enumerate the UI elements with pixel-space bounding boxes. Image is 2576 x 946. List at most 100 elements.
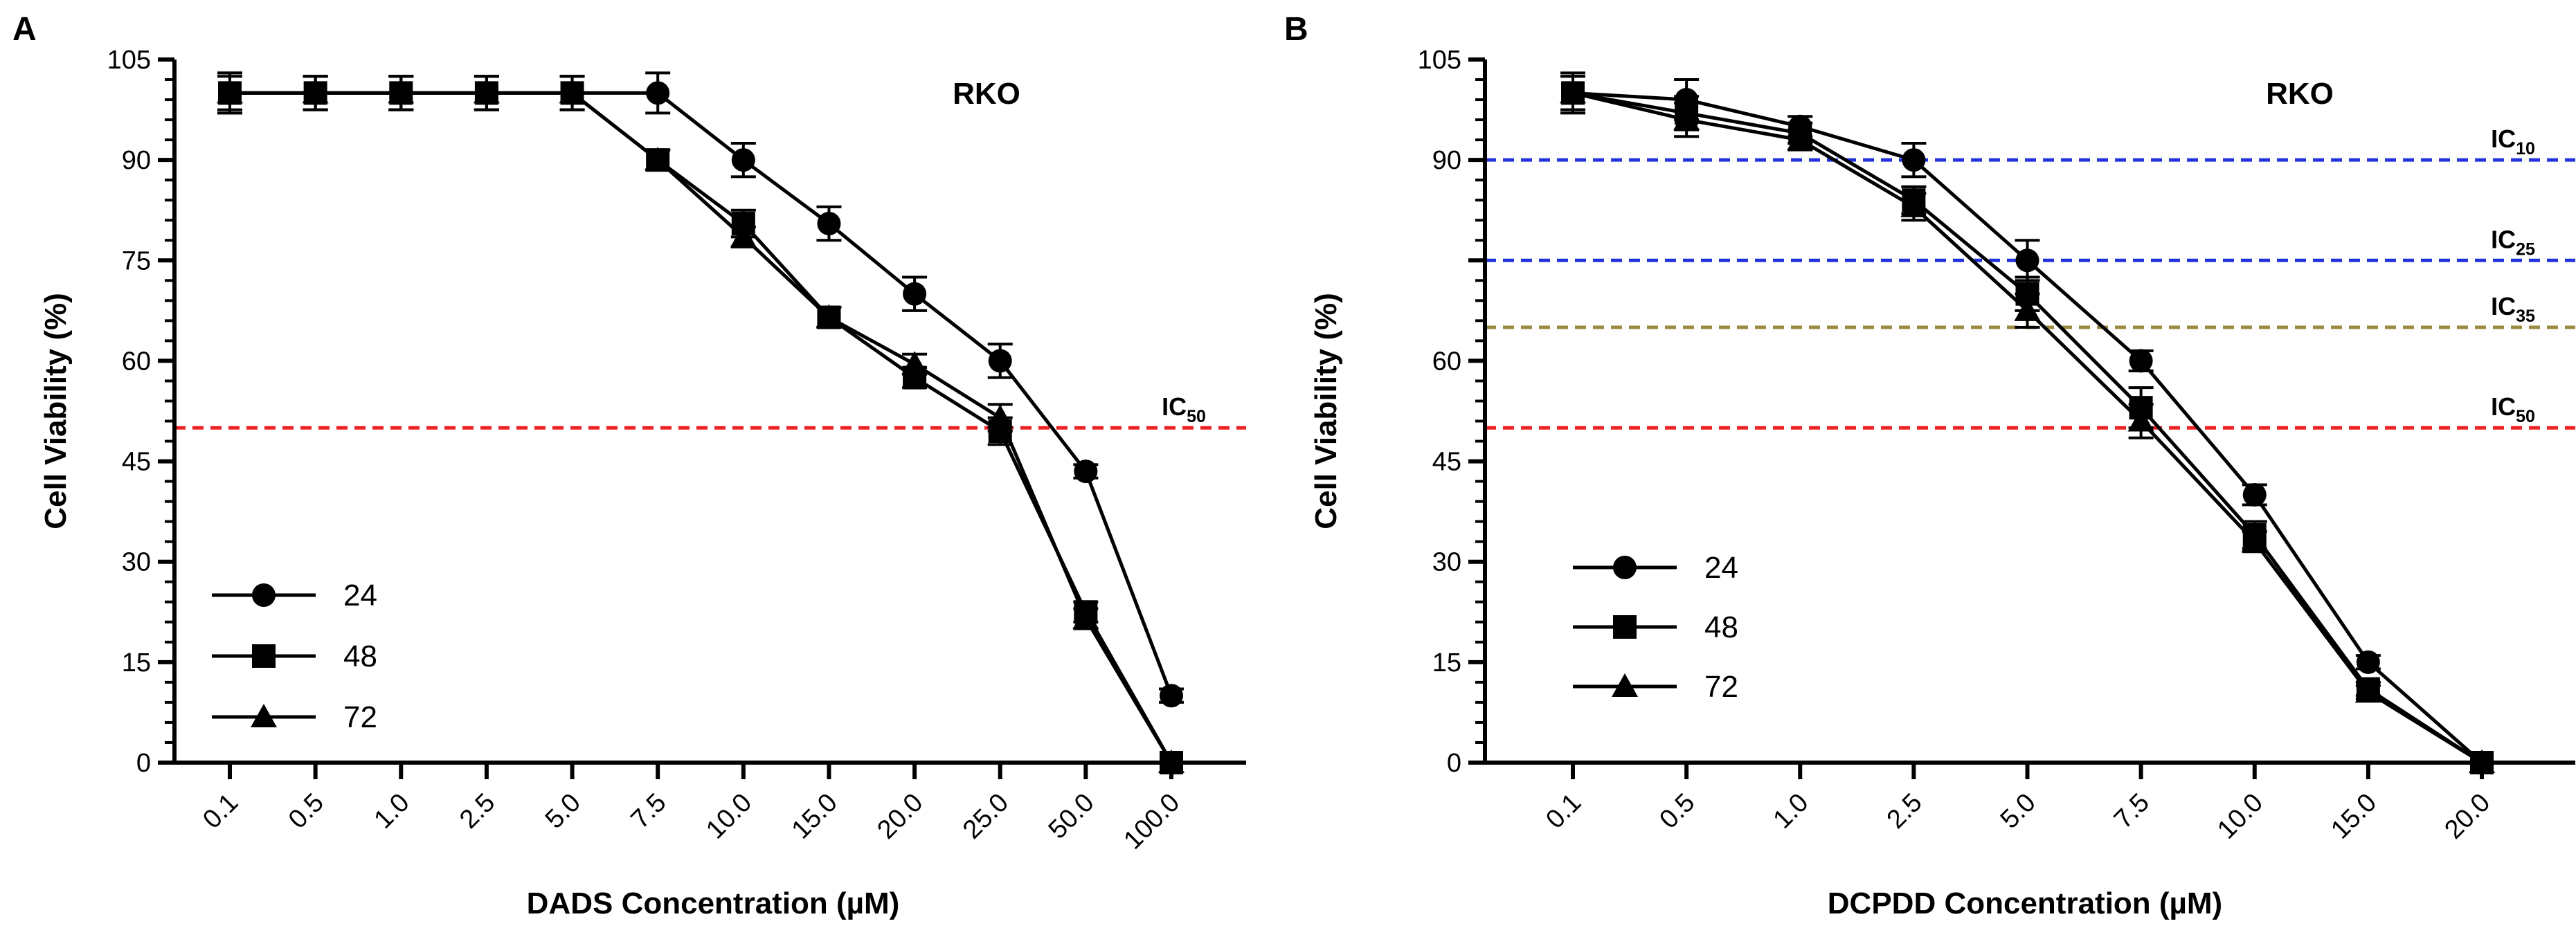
x-tick-label: 7.5 (2109, 788, 2155, 835)
data-point-circle (389, 81, 413, 105)
x-tick-label: 100.0 (1118, 788, 1185, 855)
x-tick-label: 10.0 (701, 788, 757, 845)
y-tick-label: 15 (1432, 648, 1461, 677)
x-tick-label: 20.0 (872, 788, 928, 845)
y-axis-title: Cell Viability (%) (1309, 293, 1343, 529)
x-tick-label: 50.0 (1043, 788, 1100, 845)
data-point-square (2242, 523, 2267, 547)
data-point-circle (218, 81, 242, 105)
legend-label: 24 (343, 579, 377, 612)
x-tick-label: 2.5 (454, 788, 501, 835)
reference-label-ic35: IC35 (2491, 292, 2535, 326)
x-tick-label: 25.0 (957, 788, 1014, 845)
x-tick-label: 1.0 (369, 788, 415, 835)
data-point-square (1160, 751, 1183, 774)
x-tick-label: 5.0 (540, 788, 586, 835)
data-point-square (988, 419, 1012, 444)
legend-label: 48 (1704, 610, 1738, 644)
y-tick-label: 30 (1432, 548, 1461, 577)
y-tick-label: 0 (1447, 749, 1461, 778)
legend-marker-square (252, 644, 276, 668)
x-axis-title: DCPDD Concentration (µM) (1828, 886, 2222, 920)
y-tick-label: 75 (122, 246, 151, 275)
y-axis-title: Cell Viability (%) (39, 293, 73, 529)
reference-label-ic50: IC50 (1162, 392, 1206, 426)
y-tick-label: 60 (122, 347, 151, 376)
data-point-circle (2129, 349, 2153, 373)
legend: 24 48 72 (212, 579, 377, 734)
x-tick-label: 10.0 (2212, 788, 2269, 845)
legend-label: 72 (343, 700, 377, 734)
data-point-circle (2015, 248, 2039, 273)
data-point-square (817, 305, 841, 329)
series-24 (1560, 71, 2494, 774)
y-tick-label: 45 (122, 448, 151, 477)
legend-marker-circle (1613, 556, 1637, 579)
x-tick-label: 2.5 (1882, 788, 1928, 835)
data-point-square (2356, 677, 2380, 701)
legend-label: 72 (1704, 670, 1738, 704)
chart-panel-a: A IC50 0 15 30 45 60 75 90 105 0.1 0.5 1.0 2.5 5.0 7.5 1… (12, 11, 1246, 920)
series-48 (1560, 75, 2494, 774)
data-point-circle (303, 81, 327, 105)
chart-title: RKO (953, 77, 1020, 111)
y-tick-label: 60 (1432, 347, 1461, 376)
y-tick-label: 105 (107, 46, 151, 75)
data-point-circle (817, 212, 841, 236)
chart-title: RKO (2266, 77, 2334, 111)
series-24 (217, 71, 1184, 708)
x-tick-label: 0.1 (197, 788, 244, 835)
reference-label-ic50: IC50 (2491, 392, 2535, 426)
x-tick-label: 0.5 (283, 788, 330, 835)
data-point-circle (1902, 148, 1926, 172)
legend-marker-circle (252, 583, 276, 607)
data-point-circle (1675, 88, 1699, 112)
data-point-square (1902, 188, 1926, 212)
data-point-circle (2470, 751, 2494, 774)
data-point-square (903, 365, 927, 390)
data-point-circle (2356, 650, 2380, 674)
data-point-square (2129, 396, 2153, 420)
series-line-24 (230, 91, 1173, 697)
legend-label: 48 (343, 639, 377, 673)
x-axis-title: DADS Concentration (µM) (527, 886, 900, 920)
x-tick-label: 1.0 (1768, 788, 1814, 835)
y-tick-label: 105 (1418, 46, 1461, 75)
data-point-circle (1074, 460, 1098, 484)
y-tick-label: 90 (1432, 146, 1461, 175)
reference-label-ic25: IC25 (2491, 225, 2535, 259)
data-point-square (646, 148, 670, 172)
data-point-circle (474, 81, 498, 105)
x-tick-label: 15.0 (2325, 788, 2382, 845)
x-tick-label: 20.0 (2439, 788, 2496, 845)
panel-letter: A (12, 11, 37, 48)
data-point-circle (1788, 114, 1812, 138)
legend-marker-triangle (251, 704, 277, 727)
panel-letter: B (1284, 11, 1308, 48)
data-point-circle (1160, 684, 1183, 708)
x-tick-label: 15.0 (786, 788, 843, 845)
x-tick-label: 0.1 (1540, 788, 1587, 835)
data-point-square (1074, 600, 1098, 624)
data-point-circle (646, 81, 670, 105)
data-point-circle (731, 148, 755, 172)
x-tick-label: 5.0 (1995, 788, 2042, 835)
legend-marker-triangle (1612, 673, 1638, 697)
y-tick-label: 30 (122, 548, 151, 577)
data-point-circle (988, 349, 1012, 373)
legend-label: 24 (1704, 551, 1738, 585)
chart-panel-b: B IC10 IC25 IC35 IC50 0 15 30 45 60 90 105 0.1 0.5 1.0… (1284, 11, 2575, 920)
y-tick-label: 45 (1432, 448, 1461, 477)
data-point-circle (1561, 81, 1585, 105)
data-point-square (731, 212, 755, 236)
reference-label-ic10: IC10 (2491, 125, 2535, 158)
x-tick-label: 0.5 (1654, 788, 1700, 835)
x-tick-label: 7.5 (625, 788, 672, 835)
legend: 24 48 72 (1573, 551, 1738, 704)
data-point-circle (560, 81, 584, 105)
legend-marker-square (1613, 615, 1637, 639)
data-point-square (2015, 282, 2039, 306)
data-point-circle (2242, 482, 2267, 507)
data-point-circle (903, 282, 927, 306)
